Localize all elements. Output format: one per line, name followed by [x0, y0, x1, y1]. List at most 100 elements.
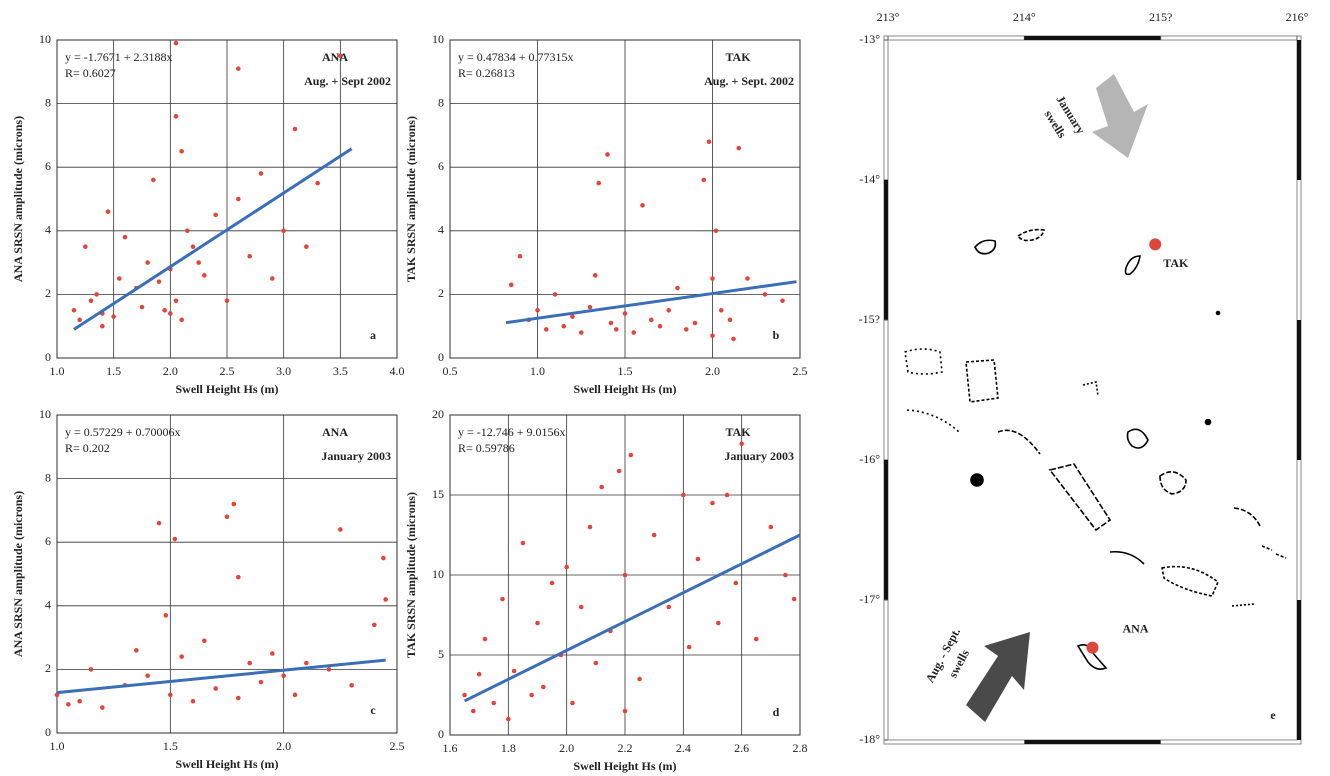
data-point — [657, 323, 663, 329]
data-point — [190, 244, 196, 249]
data-point — [258, 171, 264, 176]
x-tick-label: 2.6 — [734, 741, 749, 755]
data-point — [94, 292, 99, 297]
equation: y = 0.47834 + 0.77315x — [458, 50, 574, 64]
data-point — [718, 308, 724, 313]
x-tick-label: 1.8 — [501, 741, 516, 755]
data-point — [381, 555, 386, 561]
data-point — [716, 620, 721, 626]
data-point — [727, 317, 733, 323]
border-segment — [1297, 320, 1301, 460]
data-point — [145, 673, 150, 679]
data-point — [247, 253, 252, 259]
x-tick-label: 1.5 — [106, 364, 121, 378]
r-value: R= 0.26813 — [458, 66, 515, 80]
data-point — [179, 317, 184, 323]
data-point — [270, 276, 275, 281]
data-point — [213, 212, 218, 218]
y-tick-label: 10 — [432, 32, 444, 46]
data-point — [622, 708, 628, 714]
data-point — [202, 273, 207, 278]
data-point — [292, 126, 298, 132]
data-point — [213, 686, 218, 691]
data-point — [587, 524, 593, 530]
data-point — [608, 320, 614, 326]
data-point — [592, 273, 598, 278]
data-point — [578, 330, 584, 335]
x-tick-label: 2.0 — [276, 739, 291, 753]
data-point — [77, 698, 82, 704]
data-point — [587, 304, 593, 310]
data-point — [570, 314, 575, 319]
data-point — [500, 596, 505, 602]
data-point — [731, 336, 736, 342]
y-tick-label: 10 — [39, 407, 51, 421]
data-point — [145, 260, 150, 265]
y-tick-label: 8 — [438, 95, 444, 109]
y-tick-label: -13° — [859, 32, 880, 46]
border-segment — [1297, 600, 1301, 740]
data-point — [372, 622, 377, 628]
data-point — [640, 203, 645, 208]
period-label: Aug. + Sept 2002 — [304, 74, 391, 88]
data-point — [139, 304, 145, 310]
data-point — [100, 705, 105, 710]
x-tick-label: 2.5 — [390, 739, 405, 753]
data-point — [628, 452, 634, 458]
data-point — [783, 572, 788, 578]
data-point — [710, 500, 715, 506]
x-tick-label: 215? — [1149, 10, 1172, 24]
y-tick-label: 4 — [438, 223, 444, 237]
data-point — [666, 604, 672, 610]
data-point — [791, 596, 797, 602]
data-point — [724, 492, 730, 498]
r-value: R= 0.6027 — [65, 66, 116, 80]
data-point — [683, 327, 689, 332]
r-value: R= 0.59786 — [458, 441, 515, 455]
data-point — [383, 597, 388, 602]
data-point — [281, 228, 286, 234]
data-point — [681, 492, 686, 498]
data-point — [281, 673, 286, 679]
data-point — [482, 636, 488, 642]
x-tick-label: 1.0 — [50, 364, 65, 378]
data-point — [616, 468, 622, 474]
panel-label: b — [773, 328, 780, 342]
y-tick-label: -15? — [859, 312, 880, 326]
data-point — [701, 177, 707, 183]
data-point — [622, 572, 628, 578]
plot-area — [56, 414, 398, 734]
data-point — [706, 139, 712, 145]
y-tick-label: 6 — [45, 534, 51, 548]
y-tick-label: 6 — [438, 159, 444, 173]
border-segment — [884, 460, 888, 600]
data-point — [651, 532, 657, 538]
y-tick-label: 8 — [45, 470, 51, 484]
data-point — [326, 667, 332, 672]
y-tick-label: 10 — [39, 32, 51, 46]
data-point — [88, 667, 94, 672]
data-point — [202, 638, 207, 644]
data-point — [511, 668, 517, 674]
data-point — [77, 317, 82, 323]
data-point — [713, 228, 719, 234]
data-point — [185, 228, 190, 234]
x-axis-label: Swell Height Hs (m) — [176, 382, 279, 396]
regression-line — [505, 280, 797, 325]
x-tick-label: 1.5 — [618, 364, 633, 378]
data-point — [168, 311, 173, 316]
data-point — [173, 298, 179, 304]
data-point — [258, 679, 264, 685]
data-point — [236, 66, 241, 71]
data-point — [100, 323, 105, 329]
station-label: TAK — [1163, 256, 1189, 270]
data-point — [552, 292, 558, 297]
data-point — [739, 441, 744, 447]
data-point — [695, 556, 701, 562]
data-point — [710, 333, 715, 339]
x-tick-label: 2.0 — [163, 364, 178, 378]
station-label: ANA — [1123, 621, 1149, 635]
data-point — [780, 298, 785, 304]
data-point — [543, 327, 549, 332]
